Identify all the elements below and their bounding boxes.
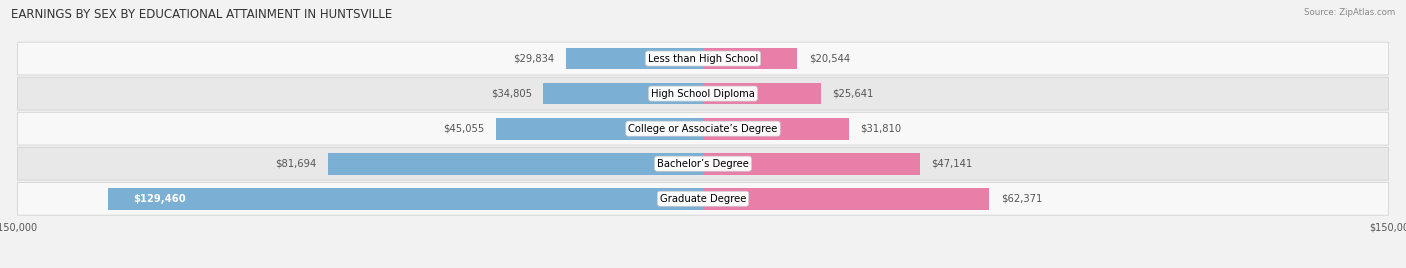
Bar [567, 48, 703, 69]
Text: $47,141: $47,141 [931, 159, 972, 169]
Bar [703, 153, 920, 174]
Bar [703, 48, 797, 69]
Text: $34,805: $34,805 [491, 89, 531, 99]
Bar [543, 83, 703, 105]
Text: $62,371: $62,371 [1001, 194, 1042, 204]
Text: $129,460: $129,460 [134, 194, 186, 204]
Text: $45,055: $45,055 [443, 124, 485, 134]
Text: $20,544: $20,544 [808, 54, 851, 64]
Text: Less than High School: Less than High School [648, 54, 758, 64]
FancyBboxPatch shape [17, 77, 1389, 110]
Bar [328, 153, 703, 174]
Text: Graduate Degree: Graduate Degree [659, 194, 747, 204]
Text: $25,641: $25,641 [832, 89, 873, 99]
Text: $31,810: $31,810 [860, 124, 901, 134]
Text: College or Associate’s Degree: College or Associate’s Degree [628, 124, 778, 134]
Bar [496, 118, 703, 140]
FancyBboxPatch shape [17, 42, 1389, 75]
Text: Bachelor’s Degree: Bachelor’s Degree [657, 159, 749, 169]
Text: $29,834: $29,834 [513, 54, 554, 64]
Text: High School Diploma: High School Diploma [651, 89, 755, 99]
Bar [108, 188, 703, 210]
FancyBboxPatch shape [17, 112, 1389, 145]
Text: $81,694: $81,694 [276, 159, 316, 169]
Bar [703, 83, 821, 105]
FancyBboxPatch shape [17, 147, 1389, 180]
Bar [703, 118, 849, 140]
FancyBboxPatch shape [17, 182, 1389, 215]
Text: Source: ZipAtlas.com: Source: ZipAtlas.com [1303, 8, 1395, 17]
Bar [703, 188, 990, 210]
Text: EARNINGS BY SEX BY EDUCATIONAL ATTAINMENT IN HUNTSVILLE: EARNINGS BY SEX BY EDUCATIONAL ATTAINMEN… [11, 8, 392, 21]
